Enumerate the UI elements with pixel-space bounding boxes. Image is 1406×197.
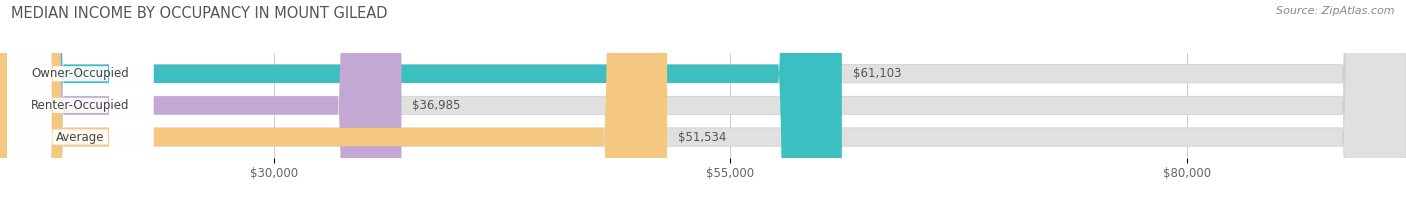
Text: Owner-Occupied: Owner-Occupied [31,67,129,80]
FancyBboxPatch shape [7,0,153,197]
Text: MEDIAN INCOME BY OCCUPANCY IN MOUNT GILEAD: MEDIAN INCOME BY OCCUPANCY IN MOUNT GILE… [11,6,388,21]
FancyBboxPatch shape [0,0,402,197]
FancyBboxPatch shape [0,0,666,197]
Text: Renter-Occupied: Renter-Occupied [31,99,129,112]
Text: $51,534: $51,534 [678,131,727,144]
Text: Average: Average [56,131,104,144]
Text: Source: ZipAtlas.com: Source: ZipAtlas.com [1277,6,1395,16]
FancyBboxPatch shape [7,0,153,197]
FancyBboxPatch shape [0,0,842,197]
FancyBboxPatch shape [7,0,153,197]
Text: $36,985: $36,985 [412,99,461,112]
Text: $61,103: $61,103 [853,67,901,80]
